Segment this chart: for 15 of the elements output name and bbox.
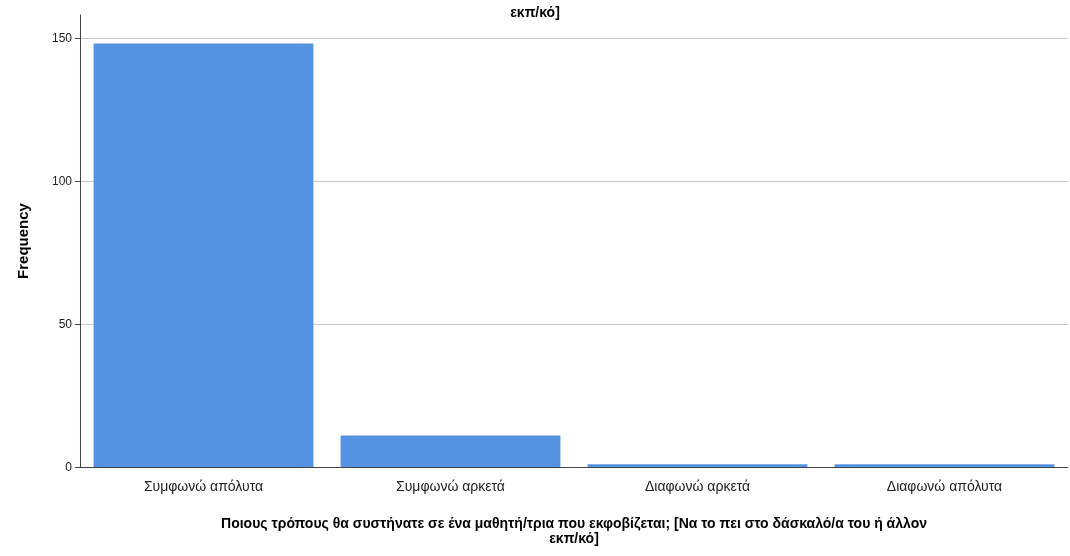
bar — [340, 435, 561, 467]
y-tick-label: 150 — [51, 30, 73, 45]
chart-title: εκπ/κό] — [510, 4, 560, 20]
y-axis-title: Frequency — [14, 202, 31, 279]
x-tick-label: Διαφωνώ αρκετά — [644, 478, 751, 494]
x-tick-label: Συμφωνώ απόλυτα — [143, 478, 264, 494]
y-tick-label: 100 — [51, 173, 73, 188]
bar — [587, 464, 808, 467]
x-tick-label: Συμφωνώ αρκετά — [396, 478, 505, 494]
x-axis-title: Ποιους τρόπους θα συστήνατε σε ένα μαθητή/τρια που εκφοβίζεται; [Να το πει στο δάσκαλό/α του ή άλλον εκπ/κό] — [221, 514, 928, 546]
y-tick-label: 50 — [58, 316, 73, 331]
x-tick-label: Διαφωνώ απόλυτα — [886, 478, 1003, 494]
bar — [93, 43, 314, 467]
y-tick-label: 0 — [65, 460, 73, 474]
bar — [834, 464, 1055, 467]
